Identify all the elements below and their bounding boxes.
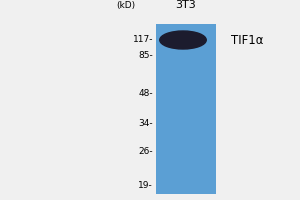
Text: 34-: 34-: [138, 118, 153, 128]
Text: 48-: 48-: [138, 90, 153, 98]
Text: 117-: 117-: [133, 36, 153, 45]
Text: 19-: 19-: [138, 180, 153, 190]
Text: TIF1α: TIF1α: [231, 33, 263, 46]
Ellipse shape: [160, 31, 206, 49]
Text: 3T3: 3T3: [176, 0, 197, 10]
Text: (kD): (kD): [116, 1, 136, 10]
Text: 85-: 85-: [138, 51, 153, 60]
Bar: [156, 24, 216, 194]
Text: 26-: 26-: [138, 148, 153, 156]
